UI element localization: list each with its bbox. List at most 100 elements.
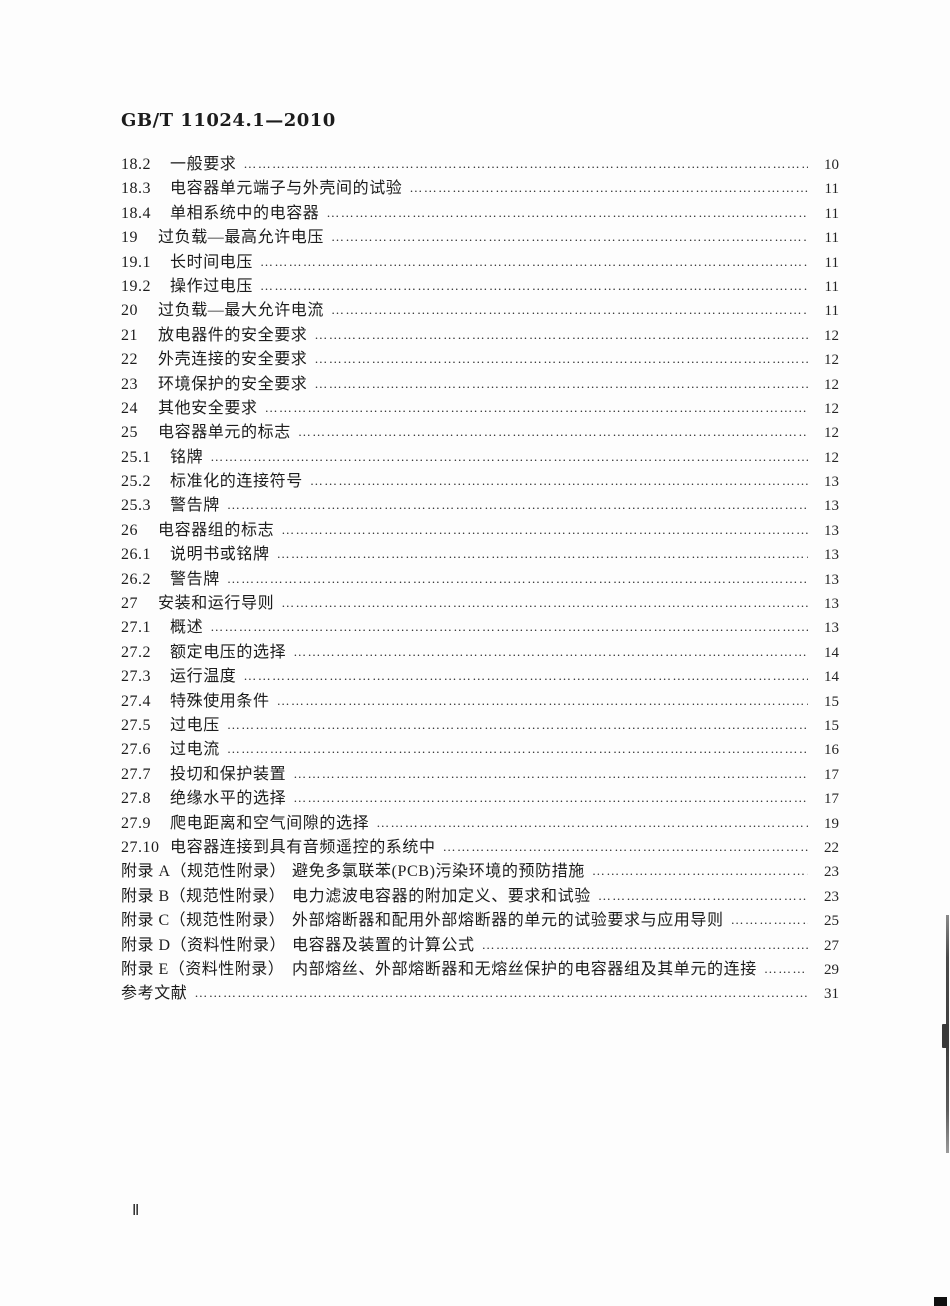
- entry-page-number: 29: [824, 961, 839, 978]
- dot-leader: ……………………………………………………………………………………………………………: [591, 863, 808, 879]
- dot-leader: ……………………………………………………………………………………………………………: [409, 180, 808, 196]
- entry-title: 避免多氯联苯(PCB)污染环境的预防措施: [292, 863, 585, 881]
- entry-page-number: 27: [824, 937, 839, 954]
- entry-page-number: 12: [824, 376, 839, 393]
- entry-number: 20: [121, 302, 138, 320]
- scan-artifact-edge-blob: [942, 1024, 949, 1048]
- entry-number: 24: [121, 399, 138, 417]
- entry-title: 过电压: [170, 716, 220, 734]
- entry-page-number: 17: [824, 766, 839, 783]
- entry-page-number: 10: [824, 157, 839, 173]
- dot-leader: ……………………………………………………………………………………………………………: [281, 595, 808, 611]
- entry-title: 外壳连接的安全要求: [158, 351, 308, 369]
- entry-page-number: 13: [824, 571, 839, 588]
- entry-number: 27.4: [121, 692, 151, 710]
- entry-title: 过负载—最高允许电压: [158, 229, 325, 247]
- entry-number: 27.3: [121, 668, 151, 686]
- scan-artifact-corner-mark: [934, 1297, 947, 1306]
- toc-entry: 27.8 绝缘水平的选择 …………………………………………………………………………: [121, 787, 839, 811]
- dot-leader: ……………………………………………………………………………………………………………: [226, 497, 808, 513]
- toc-entry: 27.9 爬电距离和空气间隙的选择 ……………………………………………………………: [121, 812, 839, 836]
- entry-title: 过负载—最大允许电流: [158, 302, 325, 320]
- dot-leader: ……………………………………………………………………………………………………………: [763, 960, 808, 976]
- toc-entry: 附录 A（规范性附录） 避免多氯联苯(PCB)污染环境的预防措施 ……………………: [121, 860, 839, 884]
- entry-page-number: 23: [824, 888, 839, 905]
- dot-leader: ……………………………………………………………………………………………………………: [293, 765, 808, 781]
- dot-leader: ……………………………………………………………………………………………………………: [597, 887, 808, 903]
- toc-entry: 27.2 额定电压的选择 …………………………………………………………………………: [121, 641, 839, 665]
- entry-page-number: 12: [824, 400, 839, 417]
- dot-leader: ……………………………………………………………………………………………………………: [260, 253, 808, 269]
- entry-title: 过电流: [170, 741, 220, 759]
- entry-number: 27: [121, 595, 138, 613]
- toc-entry: 附录 E（资料性附录） 内部熔丝、外部熔断器和无熔丝保护的电容器组及其单元的连接…: [121, 958, 839, 982]
- entry-title: 警告牌: [170, 570, 220, 588]
- dot-leader: ……………………………………………………………………………………………………………: [297, 424, 808, 440]
- toc-entry: 27.1 概述 ………………………………………………………………………………………: [121, 616, 839, 640]
- entry-number: 附录 E（资料性附录）: [121, 960, 285, 978]
- entry-page-number: 11: [824, 181, 839, 198]
- entry-page-number: 13: [824, 596, 839, 613]
- entry-number: 19.2: [121, 277, 151, 295]
- dot-leader: ……………………………………………………………………………………………………………: [210, 619, 808, 635]
- entry-number: 25.2: [121, 473, 151, 491]
- entry-number: 25: [121, 424, 138, 442]
- toc-entry: 27.7 投切和保护装置 …………………………………………………………………………: [121, 763, 839, 787]
- entry-page-number: 11: [824, 205, 839, 222]
- toc-entry: 21 放电器件的安全要求 …………………………………………………………………………: [121, 324, 839, 348]
- toc-entry: 26 电容器组的标志 ………………………………………………………………………………: [121, 519, 839, 543]
- toc-entry: 27 安装和运行导则 ………………………………………………………………………………: [121, 592, 839, 616]
- dot-leader: ……………………………………………………………………………………………………………: [331, 229, 808, 245]
- toc-entry: 27.3 运行温度 …………………………………………………………………………………: [121, 665, 839, 689]
- entry-page-number: 11: [824, 278, 839, 295]
- toc-entry: 20 过负载—最大允许电流 ………………………………………………………………………: [121, 299, 839, 323]
- dot-leader: ……………………………………………………………………………………………………………: [276, 546, 808, 562]
- entry-number: 18.4: [121, 204, 151, 222]
- dot-leader: ……………………………………………………………………………………………………………: [326, 204, 808, 220]
- entry-number: 22: [121, 351, 138, 369]
- entry-number: 27.5: [121, 716, 151, 734]
- dot-leader: ……………………………………………………………………………………………………………: [293, 643, 808, 659]
- toc-entry: 27.10 电容器连接到具有音频遥控的系统中 ………………………………………………: [121, 836, 839, 860]
- entry-page-number: 15: [824, 717, 839, 734]
- entry-page-number: 17: [824, 791, 839, 808]
- entry-page-number: 11: [824, 303, 839, 320]
- entry-number: 27.10: [121, 838, 160, 856]
- entry-page-number: 22: [824, 839, 839, 856]
- toc-entry: 25.1 铭牌 ………………………………………………………………………………………: [121, 446, 839, 470]
- entry-title: 电容器组的标志: [158, 521, 275, 539]
- toc-entry: 25.3 警告牌 ……………………………………………………………………………………: [121, 494, 839, 518]
- entry-page-number: 11: [824, 230, 839, 247]
- entry-title: 绝缘水平的选择: [170, 790, 287, 808]
- entry-title: 电容器及装置的计算公式: [292, 936, 475, 954]
- entry-page-number: 14: [824, 644, 839, 661]
- entry-page-number: 13: [824, 620, 839, 637]
- entry-number: 附录 C（规范性附录）: [121, 912, 286, 930]
- entry-page-number: 12: [824, 327, 839, 344]
- entry-title: 电容器单元端子与外壳间的试验: [170, 180, 403, 198]
- entry-number: 27.1: [121, 619, 151, 637]
- entry-title: 电力滤波电容器的附加定义、要求和试验: [292, 887, 591, 905]
- entry-number: 27.8: [121, 790, 151, 808]
- toc-entry: 26.1 说明书或铭牌 ……………………………………………………………………………: [121, 543, 839, 567]
- entry-number: 25.1: [121, 448, 151, 466]
- toc-entry: 25 电容器单元的标志 ……………………………………………………………………………: [121, 421, 839, 445]
- entry-number: 18.3: [121, 180, 151, 198]
- toc-entry: 19.1 长时间电压 ………………………………………………………………………………: [121, 251, 839, 275]
- dot-leader: ……………………………………………………………………………………………………………: [481, 936, 808, 952]
- dot-leader: ……………………………………………………………………………………………………………: [276, 692, 808, 708]
- entry-number: 附录 B（规范性附录）: [121, 887, 286, 905]
- entry-page-number: 19: [824, 815, 839, 832]
- dot-leader: ……………………………………………………………………………………………………………: [309, 473, 808, 489]
- entry-page-number: 23: [824, 864, 839, 881]
- dot-leader: ……………………………………………………………………………………………………………: [314, 375, 808, 391]
- dot-leader: ……………………………………………………………………………………………………………: [442, 838, 808, 854]
- entry-title: 概述: [170, 619, 204, 637]
- dot-leader: ……………………………………………………………………………………………………………: [281, 521, 808, 537]
- entry-title: 长时间电压: [170, 253, 254, 271]
- entry-number: 26: [121, 521, 138, 539]
- entry-page-number: 31: [824, 986, 839, 1003]
- dot-leader: ……………………………………………………………………………………………………………: [210, 448, 808, 464]
- entry-page-number: 11: [824, 254, 839, 271]
